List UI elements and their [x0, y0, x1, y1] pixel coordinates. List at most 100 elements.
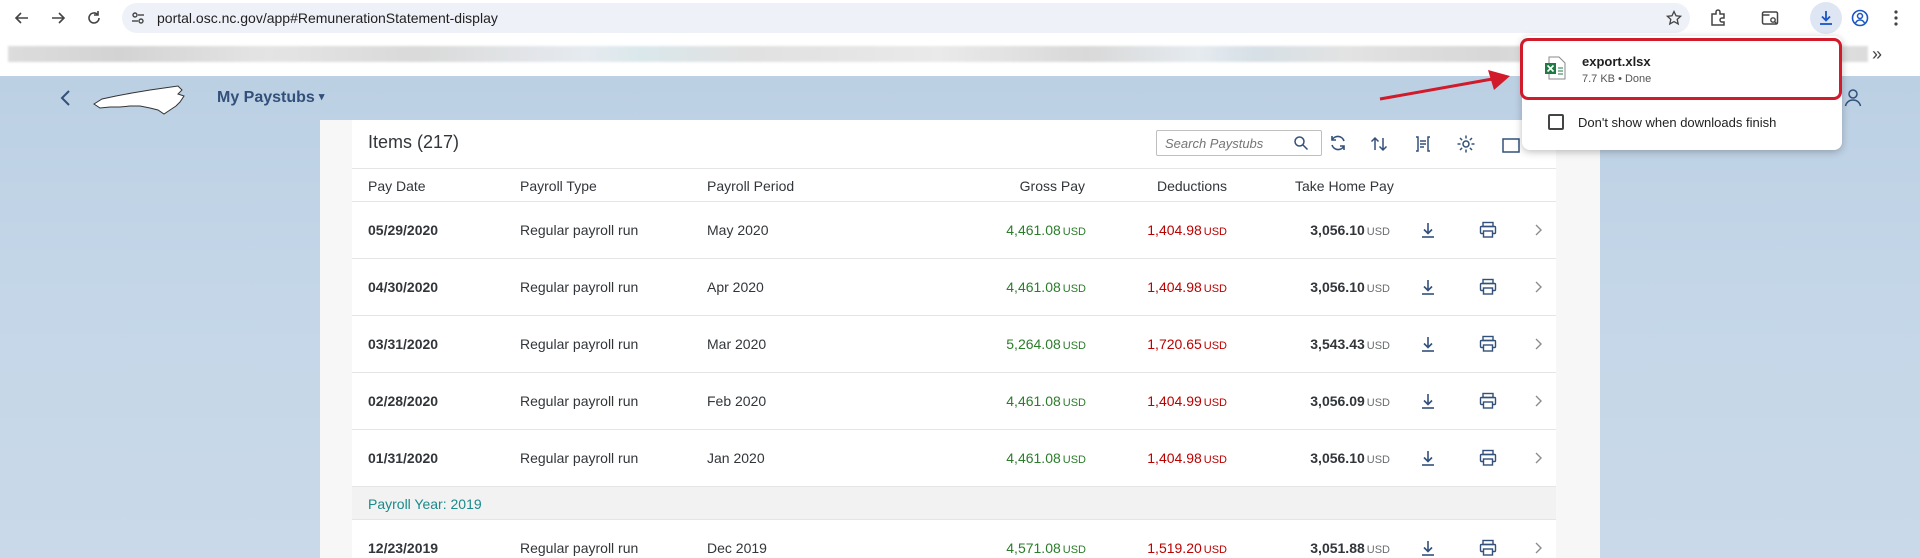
table-row[interactable]: 01/31/2020 Regular payroll run Jan 2020 …: [352, 430, 1556, 487]
payroll-period: Dec 2019: [707, 540, 767, 556]
print-paystub-icon[interactable]: [1478, 334, 1498, 354]
payroll-type: Regular payroll run: [520, 279, 639, 295]
table-header: Pay Date Payroll Type Payroll Period Gro…: [352, 168, 1556, 202]
payroll-period: Mar 2020: [707, 336, 767, 352]
excel-file-icon: [1544, 56, 1566, 80]
content-card: Items (217) Pay: [320, 120, 1600, 558]
table-toolbar: Items (217): [352, 120, 1556, 168]
blurred-bookmarks: [8, 46, 1868, 62]
paystubs-panel: Items (217) Pay: [352, 120, 1556, 558]
profile-icon[interactable]: [1848, 6, 1872, 30]
column-header-pay-date[interactable]: Pay Date: [368, 178, 426, 194]
url-text[interactable]: portal.osc.nc.gov/app#RemunerationStatem…: [157, 10, 498, 26]
print-paystub-icon[interactable]: [1478, 448, 1498, 468]
deductions: 1,404.98 USD: [1147, 222, 1227, 238]
column-header-payroll-period[interactable]: Payroll Period: [707, 178, 795, 194]
address-bar[interactable]: portal.osc.nc.gov/app#RemunerationStatem…: [122, 3, 1690, 33]
site-info-icon[interactable]: [130, 10, 146, 26]
app-back-icon[interactable]: [56, 88, 76, 108]
print-paystub-icon[interactable]: [1478, 538, 1498, 558]
table-row[interactable]: 05/29/2020 Regular payroll run May 2020 …: [352, 202, 1556, 259]
gross-pay: 4,571.08 USD: [1006, 540, 1086, 556]
forward-arrow-icon[interactable]: [46, 6, 70, 30]
chevron-right-icon[interactable]: [1528, 391, 1548, 411]
settings-gear-icon[interactable]: [1455, 133, 1477, 155]
deductions: 1,404.98 USD: [1147, 450, 1227, 466]
column-header-deductions[interactable]: Deductions: [1156, 178, 1227, 194]
column-header-take-home-pay[interactable]: Take Home Pay: [1295, 178, 1394, 194]
reload-icon[interactable]: [82, 6, 106, 30]
deductions: 1,404.98 USD: [1147, 279, 1227, 295]
gross-pay: 4,461.08 USD: [1006, 450, 1086, 466]
gross-pay: 5,264.08 USD: [1006, 336, 1086, 352]
gross-pay: 4,461.08 USD: [1006, 279, 1086, 295]
download-paystub-icon[interactable]: [1418, 220, 1438, 240]
payroll-period: May 2020: [707, 222, 769, 238]
nc-state-logo: [92, 82, 190, 116]
column-header-payroll-type[interactable]: Payroll Type: [520, 178, 597, 194]
refresh-icon[interactable]: [1327, 132, 1349, 154]
group-icon[interactable]: [1412, 133, 1434, 155]
download-item-highlight: [1520, 38, 1842, 100]
table-row[interactable]: 12/23/2019 Regular payroll run Dec 2019 …: [352, 520, 1556, 558]
payroll-period: Apr 2020: [707, 279, 764, 295]
download-status: 7.7 KB • Done: [1582, 73, 1652, 85]
browser-toolbar: portal.osc.nc.gov/app#RemunerationStatem…: [0, 0, 1920, 36]
extensions-icon[interactable]: [1706, 6, 1730, 30]
tab-search-icon[interactable]: [1758, 6, 1782, 30]
payroll-type: Regular payroll run: [520, 222, 639, 238]
group-header-row: Payroll Year: 2019: [352, 487, 1556, 520]
export-icon[interactable]: [1500, 133, 1522, 155]
items-count-title: Items (217): [368, 132, 460, 152]
deductions: 1,720.65 USD: [1147, 336, 1227, 352]
print-paystub-icon[interactable]: [1478, 277, 1498, 297]
table-row[interactable]: 04/30/2020 Regular payroll run Apr 2020 …: [352, 259, 1556, 316]
sort-icon[interactable]: [1368, 133, 1390, 155]
dont-show-checkbox[interactable]: [1548, 114, 1564, 130]
print-paystub-icon[interactable]: [1478, 391, 1498, 411]
chevron-right-icon[interactable]: [1528, 334, 1548, 354]
gross-pay: 4,461.08 USD: [1006, 222, 1086, 238]
download-paystub-icon[interactable]: [1418, 334, 1438, 354]
take-home-pay: 3,056.10 USD: [1310, 450, 1390, 466]
search-field[interactable]: [1156, 130, 1322, 156]
download-paystub-icon[interactable]: [1418, 277, 1438, 297]
user-icon[interactable]: [1843, 87, 1863, 107]
download-paystub-icon[interactable]: [1418, 538, 1438, 558]
take-home-pay: 3,056.10 USD: [1310, 279, 1390, 295]
search-icon[interactable]: [1293, 135, 1309, 151]
download-icon[interactable]: [1810, 2, 1842, 34]
column-header-gross-pay[interactable]: Gross Pay: [1019, 178, 1085, 194]
take-home-pay: 3,056.09 USD: [1310, 393, 1390, 409]
payroll-period: Feb 2020: [707, 393, 767, 409]
pay-date: 05/29/2020: [368, 222, 439, 238]
annotation-arrow: [1379, 70, 1510, 101]
chevron-right-icon[interactable]: [1528, 538, 1548, 558]
download-file-name[interactable]: export.xlsx: [1582, 54, 1651, 69]
search-input[interactable]: [1165, 135, 1285, 151]
chevron-right-icon[interactable]: [1528, 448, 1548, 468]
payroll-type: Regular payroll run: [520, 450, 639, 466]
bookmarks-overflow-icon[interactable]: »: [1872, 44, 1883, 64]
download-paystub-icon[interactable]: [1418, 448, 1438, 468]
payroll-type: Regular payroll run: [520, 393, 639, 409]
bookmark-star-icon[interactable]: [1665, 9, 1683, 26]
chevron-down-icon: ▾: [318, 91, 325, 103]
app-title-menu[interactable]: My Paystubs ▾: [217, 89, 324, 107]
app-title: My Paystubs: [217, 89, 315, 106]
table-row[interactable]: 02/28/2020 Regular payroll run Feb 2020 …: [352, 373, 1556, 430]
deductions: 1,404.99 USD: [1147, 393, 1227, 409]
take-home-pay: 3,056.10 USD: [1310, 222, 1390, 238]
dont-show-label[interactable]: Don't show when downloads finish: [1578, 115, 1777, 130]
chevron-right-icon[interactable]: [1528, 220, 1548, 240]
take-home-pay: 3,051.88 USD: [1310, 540, 1390, 556]
pay-date: 03/31/2020: [368, 336, 439, 352]
print-paystub-icon[interactable]: [1478, 220, 1498, 240]
chevron-right-icon[interactable]: [1528, 277, 1548, 297]
more-menu-icon[interactable]: [1884, 6, 1908, 30]
table-row[interactable]: 03/31/2020 Regular payroll run Mar 2020 …: [352, 316, 1556, 373]
back-arrow-icon[interactable]: [10, 6, 34, 30]
payroll-type: Regular payroll run: [520, 540, 639, 556]
payroll-period: Jan 2020: [707, 450, 765, 466]
download-paystub-icon[interactable]: [1418, 391, 1438, 411]
